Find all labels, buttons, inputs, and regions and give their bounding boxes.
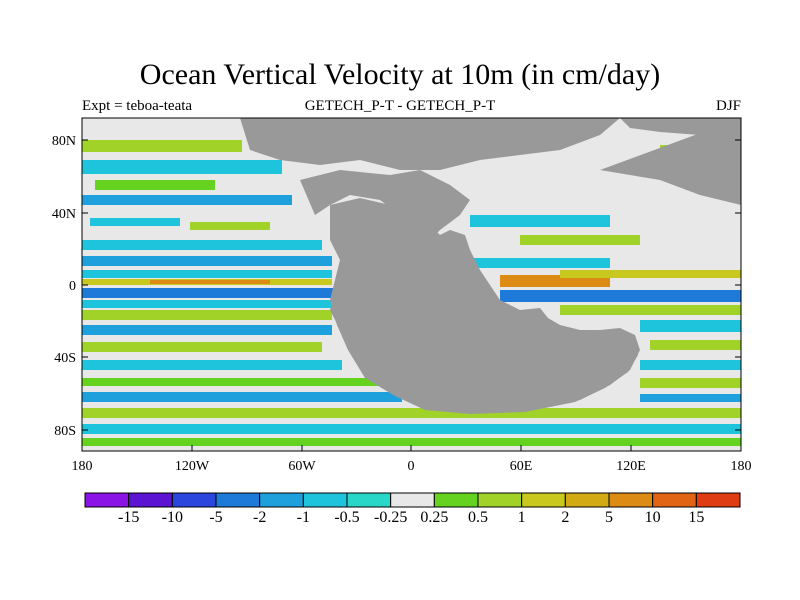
colorbar-label: -5 <box>209 509 223 526</box>
lon-label-60w: 60W <box>288 459 316 474</box>
east-band-j <box>640 360 741 370</box>
band-n60 <box>95 180 215 190</box>
east-band-k <box>640 378 741 388</box>
band-n45-a <box>90 218 180 226</box>
colorbar-swatch <box>128 492 173 508</box>
band-n8 <box>82 270 332 278</box>
band-s25 <box>82 325 332 335</box>
model-label: GETECH_P-T - GETECH_P-T <box>304 98 496 114</box>
lat-label-40n: 40N <box>52 207 76 222</box>
colorbar-label: 5 <box>605 509 613 526</box>
lon-label-180w: 180 <box>72 459 93 474</box>
map-title: Ocean Vertical Velocity at 10m (in cm/da… <box>139 58 661 91</box>
band-n55 <box>82 195 292 205</box>
south-eq-green <box>82 310 332 320</box>
band-s45 <box>82 360 342 370</box>
colorbar-swatch <box>346 492 392 508</box>
colorbar-swatch <box>302 492 348 508</box>
band-s70 <box>82 408 741 418</box>
colorbar-label: -10 <box>161 509 183 526</box>
band-s62 <box>82 392 402 402</box>
ocean-velocity-field <box>82 118 741 451</box>
equator-blue <box>82 288 337 298</box>
equator-orange <box>150 280 270 284</box>
lon-label-120w: 120W <box>175 459 210 474</box>
colorbar-swatch <box>390 492 435 508</box>
band-n70 <box>82 160 282 174</box>
east-band-l <box>640 394 741 402</box>
band-n25 <box>82 240 322 250</box>
colorbar <box>84 492 741 508</box>
colorbar-label: 1 <box>517 509 526 526</box>
colorbar-swatch <box>171 492 217 508</box>
colorbar-swatch <box>215 492 261 508</box>
band-s83 <box>82 438 741 446</box>
colorbar-label: 0.5 <box>468 509 488 526</box>
east-band-i <box>650 340 741 350</box>
lat-label-80n: 80N <box>52 134 76 149</box>
colorbar-swatch <box>608 492 654 508</box>
east-band-f <box>500 290 741 302</box>
colorbar-label: -1 <box>296 509 310 526</box>
band-n15 <box>82 256 332 266</box>
colorbar-swatch <box>477 492 523 508</box>
colorbar-label: 0.25 <box>420 509 449 526</box>
colorbar-label: -2 <box>252 509 267 526</box>
band-n80 <box>82 140 242 152</box>
east-band-b <box>520 235 640 245</box>
colorbar-swatch <box>652 492 697 508</box>
colorbar-swatch <box>695 492 741 508</box>
band-s35 <box>82 342 322 352</box>
east-band-e <box>560 270 741 278</box>
experiment-label: Expt = teboa-teata <box>82 98 193 114</box>
band-s55 <box>82 378 382 386</box>
colorbar-label: -0.25 <box>373 509 408 526</box>
lon-label-120e: 120E <box>616 459 646 474</box>
colorbar-swatch <box>259 492 304 508</box>
lat-label-40s: 40S <box>54 351 76 366</box>
colorbar-swatch <box>521 492 566 508</box>
colorbar-label: -15 <box>117 509 140 526</box>
lat-label-80s: 80S <box>54 424 76 439</box>
landmass-tethys-south <box>600 118 741 205</box>
colorbar-label: 10 <box>644 509 661 526</box>
band-s76 <box>82 424 741 434</box>
band-n45-b <box>190 222 270 230</box>
lat-label-0: 0 <box>69 279 76 294</box>
colorbar-swatch <box>84 492 130 508</box>
lon-label-180e: 180 <box>731 459 752 474</box>
colorbar-swatch <box>433 492 479 508</box>
colorbar-label: 2 <box>561 509 570 526</box>
colorbar-swatch <box>564 492 610 508</box>
colorbar-label: -0.5 <box>334 509 360 526</box>
season-label: DJF <box>715 98 741 114</box>
east-band-a <box>470 215 610 227</box>
east-band-c <box>430 258 610 268</box>
east-band-h <box>640 320 741 332</box>
lon-label-60e: 60E <box>510 459 533 474</box>
lon-label-0: 0 <box>408 459 415 474</box>
colorbar-label: 15 <box>688 509 705 526</box>
landmass-arctic <box>240 118 620 170</box>
landmass-central-block <box>330 198 638 414</box>
east-band-g <box>560 305 741 315</box>
south-eq-cyan <box>82 300 337 308</box>
